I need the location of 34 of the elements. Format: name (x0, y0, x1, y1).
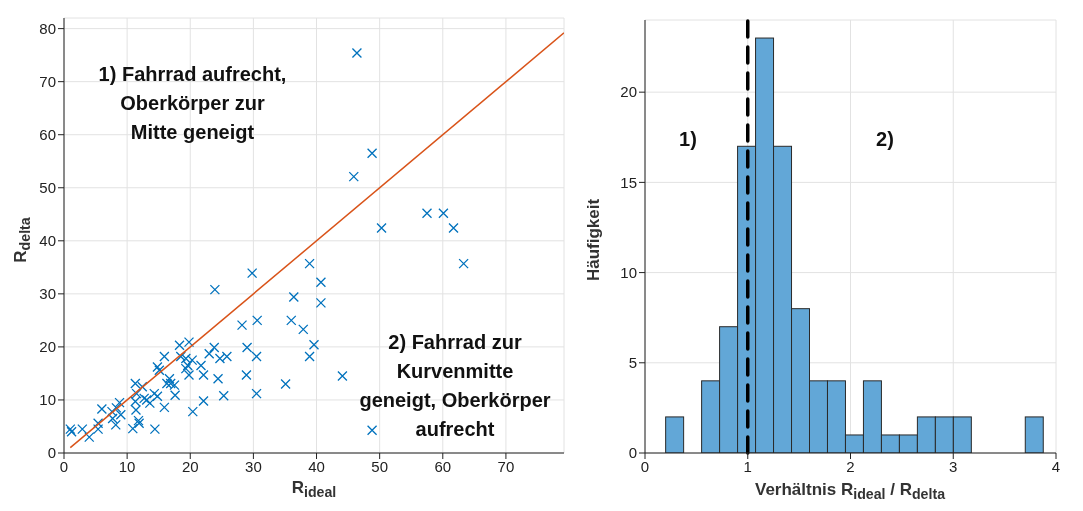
x-tick-label: 0 (59, 457, 69, 475)
y-tick-label: 20 (39, 338, 56, 356)
y-tick-label: 15 (620, 173, 637, 191)
y-tick-label: 5 (628, 354, 637, 372)
y-tick-label: 0 (628, 444, 637, 462)
annotation: 2) Fahrrad zur Kurvenmitte geneigt, Oberkörper aufrecht (358, 330, 552, 442)
y-tick-label: 0 (47, 444, 56, 462)
y-tick-label: 20 (620, 83, 637, 101)
x-tick-label: 30 (245, 457, 262, 475)
y-tick-label: 80 (39, 19, 56, 37)
y-axis-title: Häufigkeit (584, 198, 604, 282)
y-tick-label: 50 (39, 179, 56, 197)
x-tick-label: 4 (1051, 457, 1061, 475)
y-tick-label: 60 (39, 126, 56, 144)
x-tick-label: 70 (497, 457, 515, 475)
x-tick-label: 3 (949, 457, 958, 475)
x-tick-label: 60 (434, 457, 452, 475)
x-tick-label: 1 (743, 457, 752, 475)
x-tick-label: 0 (640, 457, 650, 475)
annotation: 1) (678, 127, 698, 152)
annotation: 1) Fahrrad aufrecht, Oberkörper zur Mitte geneigt (97, 62, 288, 145)
y-tick-label: 10 (620, 263, 637, 281)
y-tick-label: 70 (39, 72, 56, 90)
y-tick-label: 10 (39, 391, 56, 409)
x-tick-label: 2 (846, 457, 855, 475)
x-tick-label: 50 (371, 457, 388, 475)
x-tick-label: 40 (308, 457, 325, 475)
x-tick-label: 10 (118, 457, 136, 475)
x-axis-title: R$_{ideal}$ (291, 478, 337, 501)
y-tick-label: 30 (39, 285, 56, 303)
annotation: 2) (875, 127, 895, 152)
x-axis-title: Verhältnis R$_{ideal}$ / R$_{delta}$ (754, 480, 946, 503)
x-tick-label: 20 (181, 457, 199, 475)
y-tick-label: 40 (39, 232, 56, 250)
